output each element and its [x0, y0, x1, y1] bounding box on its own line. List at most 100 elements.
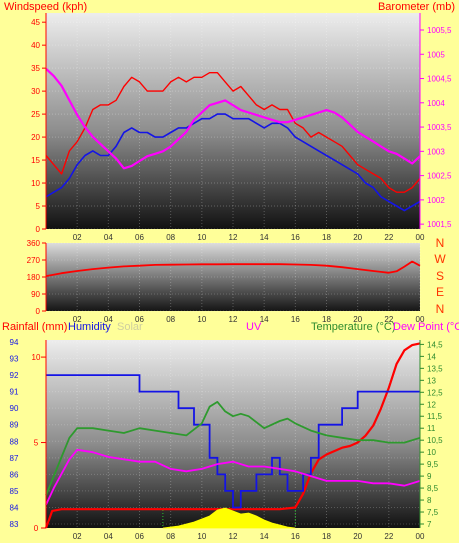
- temp-tick-label: 14,5: [427, 340, 443, 349]
- x-tick-label: 18: [322, 315, 331, 324]
- wind-speed-line: [45, 113, 421, 212]
- y-right-tick-label: 1003,5: [427, 123, 452, 132]
- y-right-tick-label: 1002,5: [427, 172, 452, 181]
- wind-baro-plot-area: [46, 13, 420, 229]
- humidity-tick-label: 93: [10, 355, 19, 364]
- x-tick-label: 04: [104, 532, 113, 541]
- y-left-tick-label: 30: [31, 87, 40, 96]
- humidity-tick-label: 86: [10, 470, 19, 479]
- x-tick-label: 02: [73, 315, 82, 324]
- y-right-tick-label: 1005: [427, 50, 445, 59]
- y-left-tick-label: 45: [31, 18, 40, 27]
- x-tick-label: 06: [135, 315, 144, 324]
- humidity-tick-label: 90: [10, 404, 19, 413]
- humidity-tick-label: 92: [10, 371, 19, 380]
- humidity-tick-label: 85: [10, 487, 19, 496]
- x-tick-label: 18: [322, 532, 331, 541]
- y-right-tick-label: 1002: [427, 196, 445, 205]
- humidity-tick-label: 88: [10, 437, 19, 446]
- barometer-line: [45, 67, 421, 170]
- humidity-axis-title: Humidity: [68, 321, 111, 333]
- x-tick-label: 14: [260, 532, 269, 541]
- y-left-tick-label: 20: [31, 133, 40, 142]
- humidity-tick-label: 83: [10, 520, 19, 529]
- x-tick-label: 16: [291, 532, 300, 541]
- wind-gust-line: [45, 71, 421, 193]
- x-tick-label: 00: [416, 315, 425, 324]
- temp-tick-label: 9: [427, 472, 432, 481]
- x-tick-label: 22: [384, 233, 393, 242]
- humidity-line: [46, 374, 420, 509]
- y-left-tick-label: 25: [31, 110, 40, 119]
- temp-tick-label: 10: [427, 448, 436, 457]
- y-tick-label: 90: [31, 290, 40, 299]
- x-tick-label: 00: [416, 532, 425, 541]
- y-tick-label: 360: [27, 239, 41, 248]
- x-tick-label: 22: [384, 315, 393, 324]
- y-right-tick-label: 1003: [427, 147, 445, 156]
- temp-tick-label: 11,5: [427, 412, 443, 421]
- x-tick-label: 00: [416, 233, 425, 242]
- x-tick-label: 14: [260, 233, 269, 242]
- temp-tick-label: 7,5: [427, 508, 439, 517]
- y-right-tick-label: 1004: [427, 99, 445, 108]
- rain-tick-label: 10: [32, 353, 41, 362]
- dew-point-line: [45, 448, 421, 506]
- x-tick-label: 22: [384, 532, 393, 541]
- solar-area: [162, 507, 296, 529]
- x-tick-label: 08: [166, 233, 175, 242]
- temp-tick-label: 14: [427, 352, 436, 361]
- temp-tick-label: 7: [427, 520, 432, 529]
- wind-baro-series: [45, 67, 421, 212]
- compass-label: W: [434, 252, 446, 266]
- temp-tick-label: 9,5: [427, 460, 439, 469]
- windspeed-axis-title: Windspeed (kph): [4, 1, 87, 13]
- temp-tick-label: 13,5: [427, 364, 443, 373]
- x-tick-label: 12: [229, 233, 238, 242]
- rainfall-axis-title: Rainfall (mm): [2, 321, 67, 333]
- x-tick-label: 20: [353, 233, 362, 242]
- x-tick-label: 10: [197, 315, 206, 324]
- wind-baro-ticks: 0510152025303540451001,510021002,5100310…: [31, 13, 452, 242]
- y-tick-label: 180: [27, 273, 41, 282]
- wind-direction-series: [45, 260, 421, 277]
- dew-point-axis-title: Dew Point (°C): [393, 321, 459, 333]
- temp-tick-label: 13: [427, 376, 436, 385]
- x-tick-label: 04: [104, 315, 113, 324]
- y-tick-label: 0: [36, 307, 41, 316]
- wind-direction-plot-area: [46, 243, 420, 311]
- temp-tick-label: 12,5: [427, 388, 443, 397]
- y-right-tick-label: 1005,5: [427, 26, 452, 35]
- y-right-tick-label: 1004,5: [427, 75, 452, 84]
- y-left-tick-label: 10: [31, 179, 40, 188]
- uv-axis-title: UV: [246, 321, 262, 333]
- x-tick-label: 06: [135, 233, 144, 242]
- compass-label: E: [436, 285, 444, 299]
- y-left-tick-label: 5: [36, 202, 41, 211]
- temperature-axis-title: Temperature (°C): [311, 321, 395, 333]
- x-tick-label: 10: [197, 233, 206, 242]
- x-tick-label: 08: [166, 532, 175, 541]
- temp-tick-label: 8,5: [427, 484, 439, 493]
- humidity-tick-label: 87: [10, 454, 19, 463]
- x-tick-label: 04: [104, 233, 113, 242]
- temp-tick-label: 8: [427, 496, 432, 505]
- x-tick-label: 02: [73, 532, 82, 541]
- rain-temp-ticks: 83 84 85 86 87 88 89 90 91 92 93 94 0 5 10 7 7,5 8 8,5 9 9,5…: [10, 338, 444, 541]
- x-tick-label: 02: [73, 233, 82, 242]
- humidity-tick-label: 91: [10, 388, 19, 397]
- x-tick-label: 18: [322, 233, 331, 242]
- solar-axis-title: Solar: [117, 321, 143, 333]
- x-tick-label: 16: [291, 233, 300, 242]
- x-tick-label: 06: [135, 532, 144, 541]
- rain-tick-label: 0: [34, 524, 39, 533]
- wind-direction-grid: [46, 242, 421, 312]
- x-tick-label: 20: [353, 315, 362, 324]
- x-tick-label: 10: [197, 532, 206, 541]
- x-tick-label: 14: [260, 315, 269, 324]
- humidity-tick-label: 84: [10, 503, 19, 512]
- compass-label: N: [436, 302, 445, 316]
